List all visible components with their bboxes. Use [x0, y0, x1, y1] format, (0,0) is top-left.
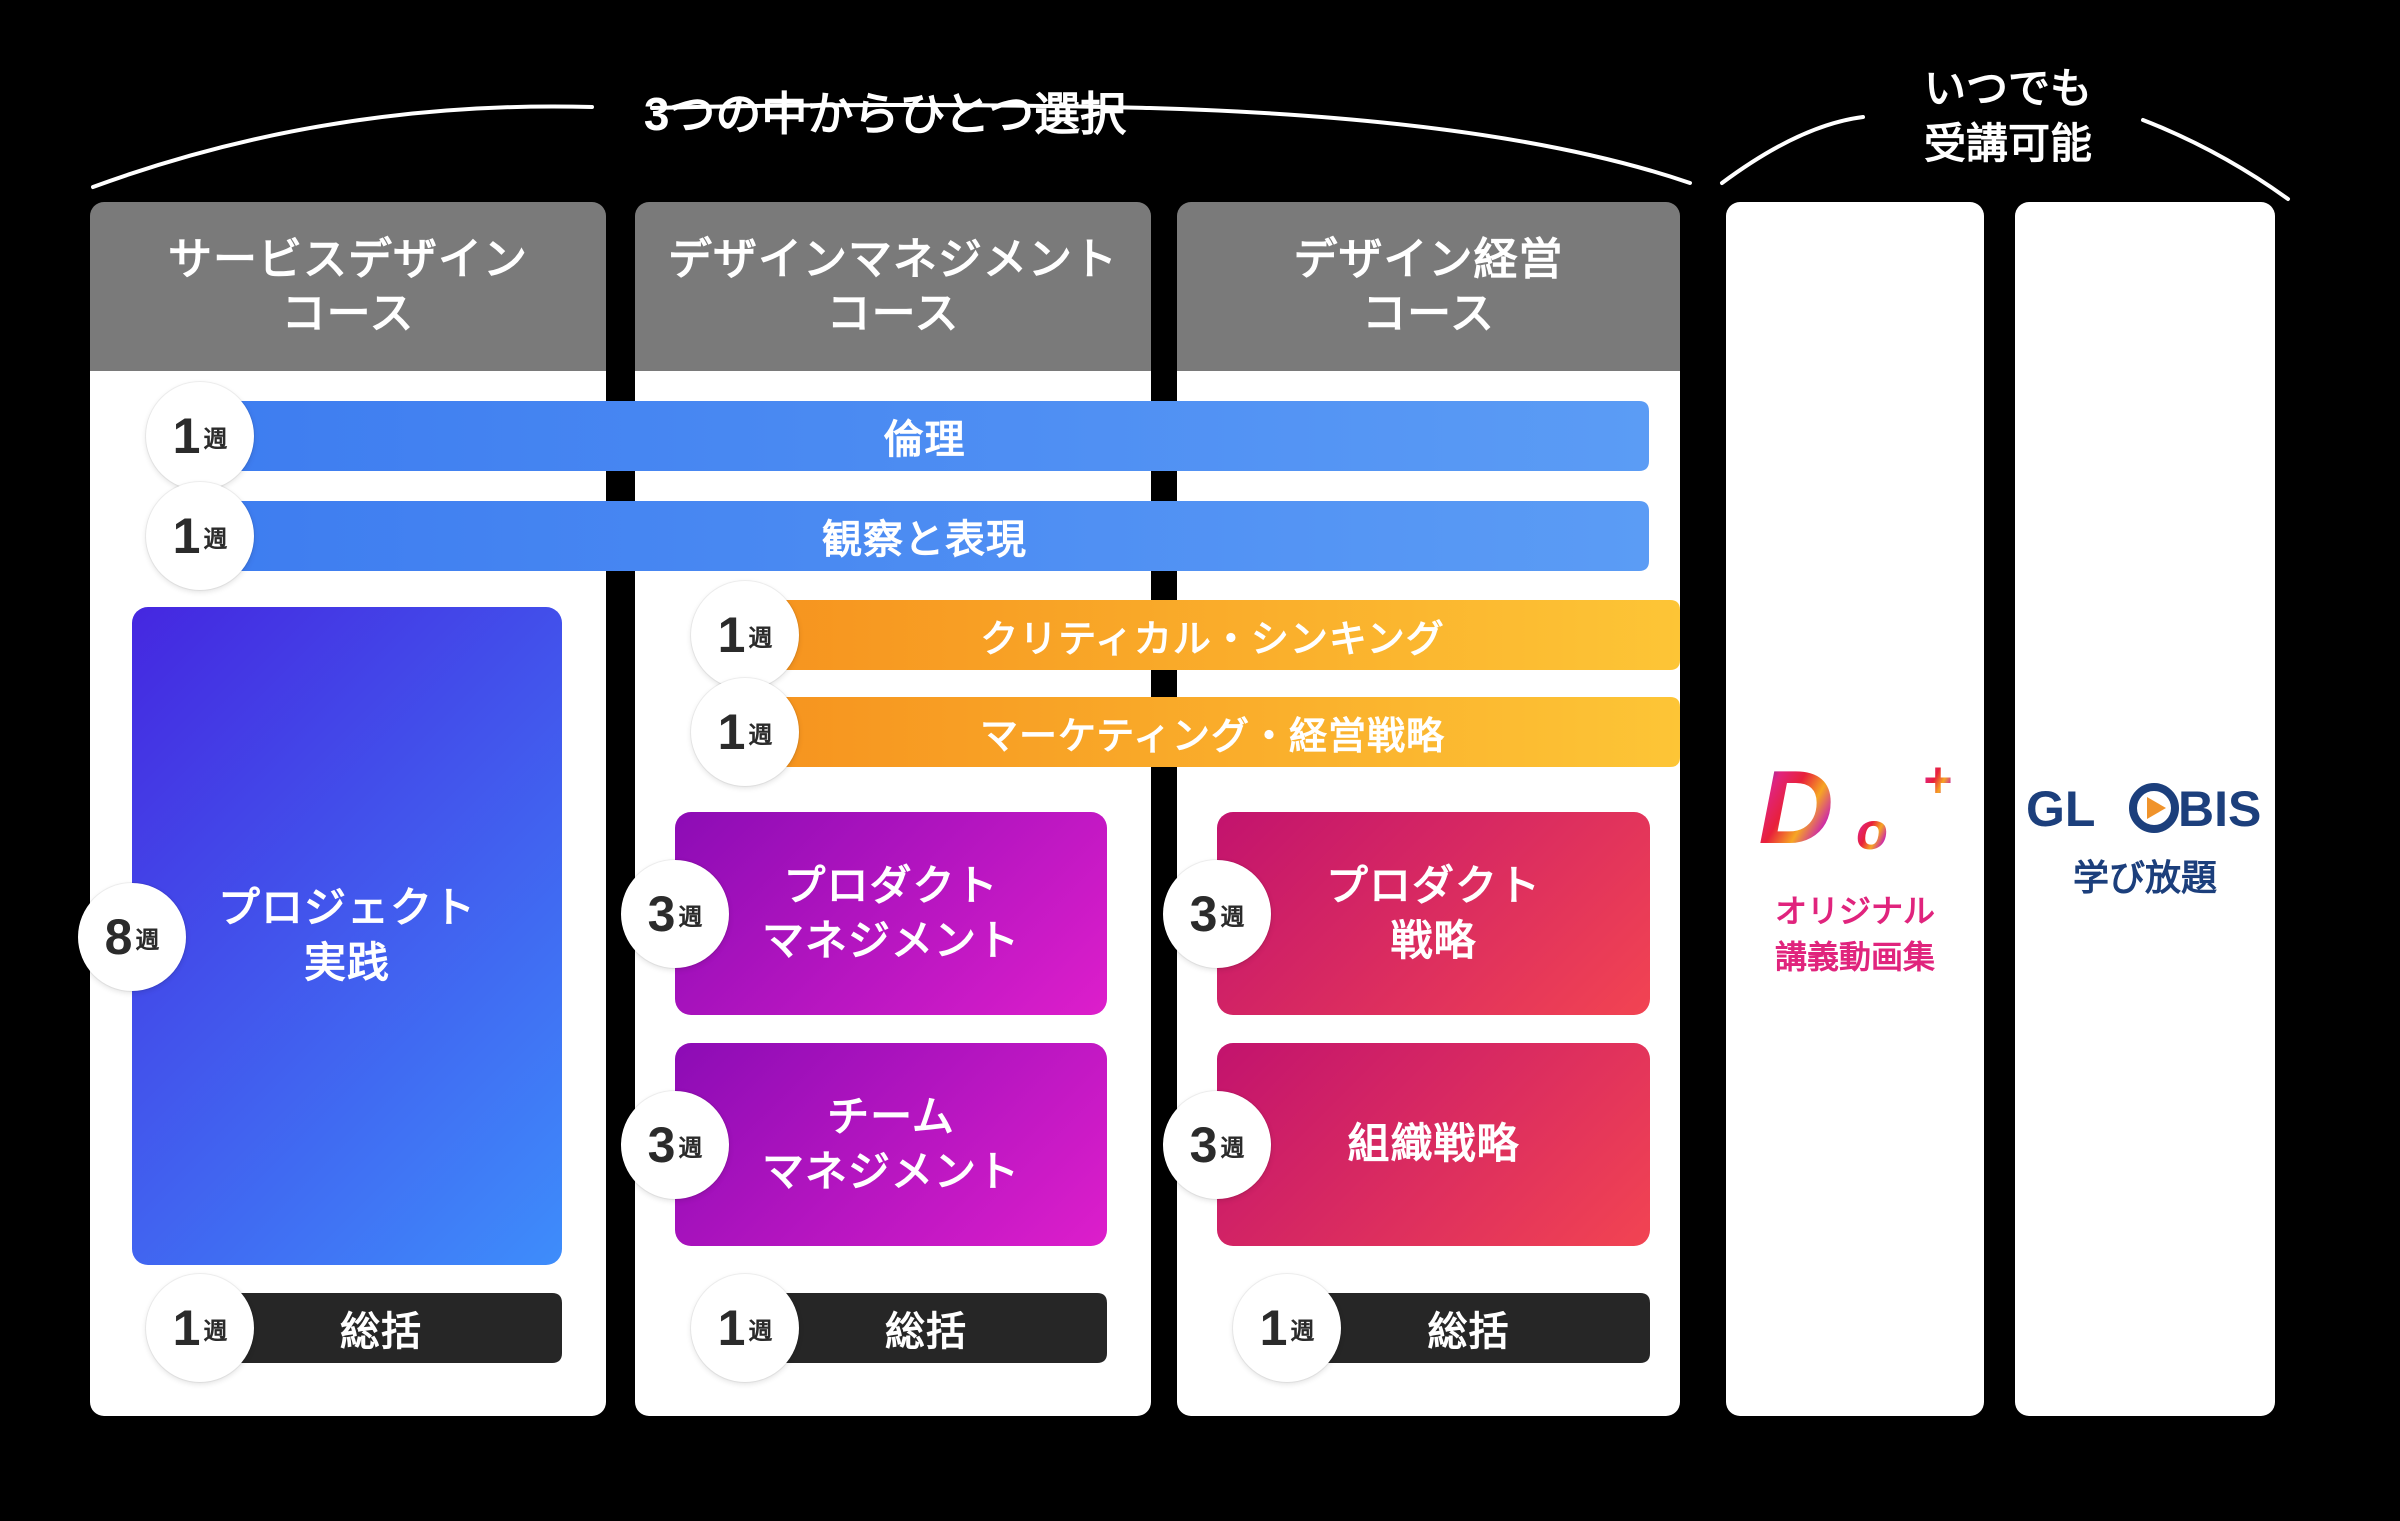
svg-text:+: + — [1923, 752, 1952, 808]
svg-text:GL: GL — [2026, 781, 2095, 837]
svg-text:BIS: BIS — [2178, 781, 2261, 837]
svg-text:o: o — [1856, 803, 1888, 861]
svg-text:D: D — [1758, 750, 1833, 866]
